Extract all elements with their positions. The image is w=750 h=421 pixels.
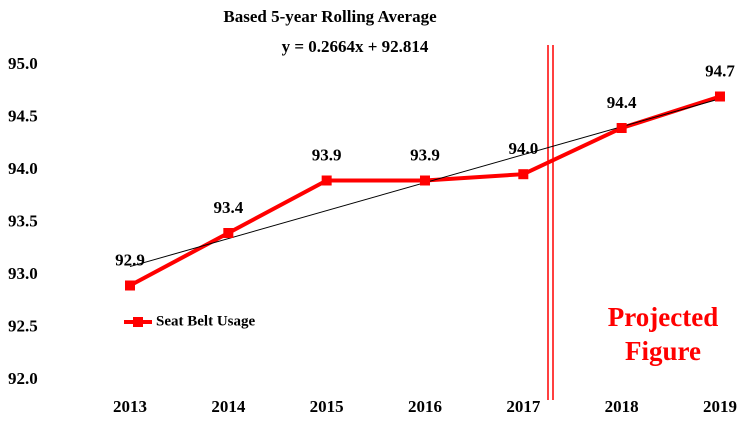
data-label: 94.0 — [508, 139, 538, 158]
data-label: 93.9 — [410, 145, 440, 164]
marker — [419, 175, 430, 186]
x-tick-label: 2014 — [211, 397, 246, 416]
y-tick-label: 92.0 — [8, 369, 38, 388]
x-tick-label: 2015 — [310, 397, 344, 416]
data-label: 92.9 — [115, 250, 145, 269]
marker — [714, 91, 725, 102]
chart-title: Based 5-year Rolling Average — [223, 7, 437, 26]
x-tick-label: 2017 — [506, 397, 541, 416]
y-tick-label: 94.0 — [8, 159, 38, 178]
data-label: 93.9 — [312, 145, 342, 164]
annotation: Projected — [608, 302, 718, 332]
marker — [616, 123, 627, 133]
y-tick-label: 94.5 — [8, 106, 38, 125]
marker — [223, 228, 234, 238]
annotation: Figure — [625, 336, 701, 366]
data-label: 94.4 — [607, 93, 637, 112]
x-tick-label: 2013 — [113, 397, 147, 416]
x-tick-label: 2016 — [408, 397, 442, 416]
y-tick-label: 95.0 — [8, 54, 38, 73]
marker — [125, 280, 135, 291]
y-tick-label: 92.5 — [8, 316, 38, 335]
legend-marker — [133, 317, 143, 327]
legend-label: Seat Belt Usage — [156, 313, 255, 329]
chart-subtitle: y = 0.2664x + 92.814 — [282, 37, 429, 56]
marker — [321, 175, 332, 186]
data-label: 93.4 — [213, 198, 243, 217]
y-tick-label: 93.5 — [8, 211, 38, 230]
x-tick-label: 2018 — [605, 397, 639, 416]
data-label: 94.7 — [705, 61, 735, 80]
series-line — [129, 94, 721, 288]
y-tick-label: 93.0 — [8, 264, 38, 283]
x-tick-label: 2019 — [703, 397, 737, 416]
marker — [518, 169, 529, 180]
